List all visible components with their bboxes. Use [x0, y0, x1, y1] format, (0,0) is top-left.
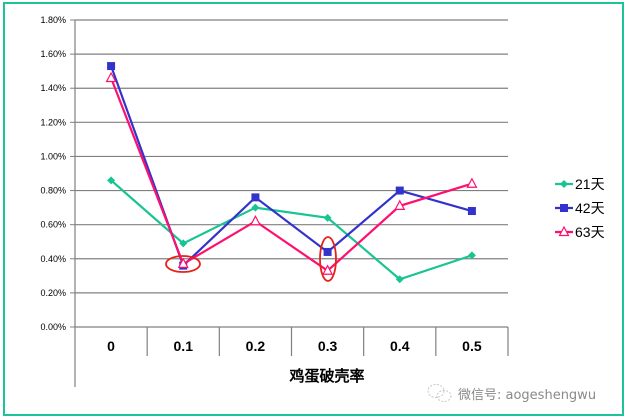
diamond-marker [107, 176, 116, 185]
watermark-text: 微信号: aogeshengwu [458, 388, 596, 403]
gridlines [75, 19, 508, 294]
y-tick-label: 1.20% [40, 117, 66, 127]
y-tick-label: 1.60% [40, 49, 66, 59]
diamond-marker [560, 180, 568, 188]
x-tick-label: 0.4 [390, 338, 410, 354]
diamond-marker [179, 239, 188, 248]
series-63天 [105, 71, 478, 275]
legend-label: 21天 [575, 176, 605, 192]
series-lines [105, 62, 478, 284]
triangle-marker [249, 214, 261, 226]
diamond-marker [323, 213, 332, 222]
x-axis-ticks: 0 0.1 0.2 0.3 0.4 0.5 [107, 327, 509, 356]
square-marker [107, 62, 116, 71]
square-marker [467, 207, 476, 216]
y-tick-label: 0.60% [40, 220, 66, 230]
x-tick-label: 0.2 [246, 338, 266, 354]
x-tick-label: 0.1 [174, 338, 194, 354]
y-tick-label: 1.40% [40, 83, 66, 93]
y-tick-label: 1.00% [40, 151, 66, 161]
square-marker [251, 193, 260, 202]
y-axis-ticks: 0.00% 0.20% 0.40% 0.60% 0.80% 1.00% 1.20% 1.40%… [40, 15, 75, 332]
triangle-marker [105, 71, 117, 83]
y-tick-label: 0.00% [40, 322, 66, 332]
legend-item: 63天 [555, 224, 605, 240]
diamond-marker [395, 275, 404, 284]
diamond-marker [467, 251, 476, 260]
legend-label: 63天 [575, 224, 605, 240]
triangle-marker [558, 225, 570, 237]
triangle-marker [394, 199, 406, 211]
wechat-icon [427, 384, 452, 402]
y-tick-label: 0.20% [40, 288, 66, 298]
series-21天 [107, 176, 476, 284]
legend-item: 42天 [555, 200, 605, 216]
watermark: 微信号: aogeshengwu [427, 384, 596, 403]
legend: 21天 42天 63天 [555, 176, 605, 240]
triangle-marker [322, 264, 334, 275]
series-line [110, 77, 473, 273]
triangle-marker [466, 177, 478, 188]
x-axis-label: 鸡蛋破壳率 [288, 367, 364, 385]
x-tick-label: 0 [107, 338, 115, 354]
legend-label: 42天 [575, 200, 605, 216]
square-marker [395, 186, 404, 195]
x-tick-label: 0.3 [318, 338, 338, 354]
square-marker [560, 204, 568, 212]
series-42天 [107, 62, 476, 270]
chart-frame [3, 2, 624, 416]
diamond-marker [251, 203, 260, 212]
y-tick-label: 0.40% [40, 254, 66, 264]
square-marker [323, 247, 332, 256]
legend-item: 21天 [555, 176, 605, 192]
annotation-ellipse [319, 236, 337, 282]
y-tick-label: 1.80% [40, 15, 66, 25]
annotation-ellipses [165, 236, 337, 282]
series-line [110, 65, 473, 268]
y-tick-label: 0.80% [40, 186, 66, 196]
triangle-marker [177, 257, 189, 268]
x-tick-label: 0.5 [462, 338, 482, 354]
annotation-ellipse [165, 255, 201, 273]
